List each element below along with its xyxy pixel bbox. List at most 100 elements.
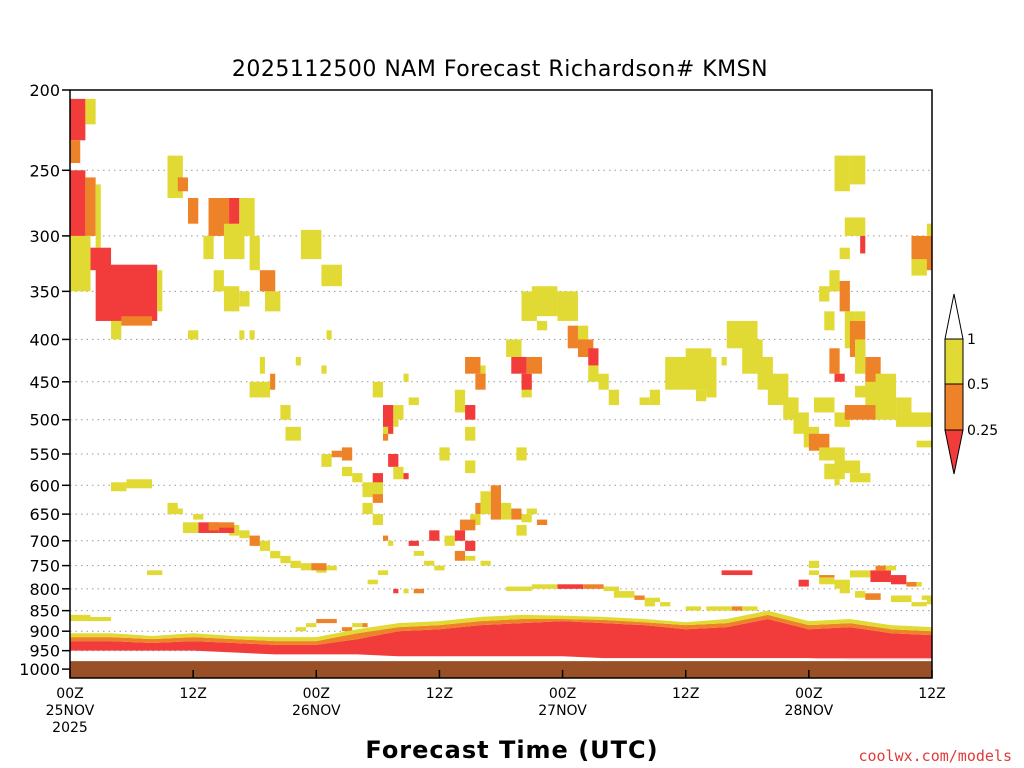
ri-cell-5 [95,184,101,248]
ri-cell-190 [588,348,599,366]
y-tick-label-200: 200 [29,81,60,100]
y-tick-label-1000: 1000 [19,660,60,679]
ri-cell-152 [855,311,866,321]
ri-cell-50 [393,466,404,480]
ri-cell-33 [249,381,271,398]
ri-cell-219 [926,597,932,605]
ri-cell-210 [885,565,897,571]
ri-cell-57 [382,535,389,541]
ri-cell-0 [70,98,86,141]
ri-cell-228 [362,623,368,628]
ri-cell-211 [819,575,835,578]
ri-cell-195 [393,405,404,420]
ri-cell-79 [465,540,476,551]
ri-cell-72 [501,502,512,520]
chart-title: 2025112500 NAM Forecast Richardson# KMSN [232,57,768,82]
ri-cell-202 [819,577,835,585]
ri-cell-114 [167,508,183,515]
ri-cell-221 [90,616,112,622]
ri-cell-154 [839,280,850,312]
ri-band-r-0 [70,619,932,661]
plot-area [70,90,932,678]
ri-cell-147 [819,447,845,461]
ri-cell-28 [249,330,255,340]
ri-cell-2 [70,140,81,164]
colorbar-legend: 1 0.5 0.25 [944,293,998,475]
ri-cell-31 [326,330,332,340]
ri-cell-97 [311,563,327,571]
ri-cell-7 [90,247,112,271]
ri-cell-66 [465,426,476,441]
ri-cell-133 [706,381,717,398]
ri-cell-223 [316,619,327,624]
ri-cell-93 [393,588,399,594]
ri-cell-137 [685,348,712,374]
ri-cell-62 [454,389,466,413]
ri-cell-227 [352,623,363,628]
ri-cell-70 [480,491,491,515]
y-tick-label-600: 600 [29,476,60,495]
ri-cell-87 [536,519,548,526]
ri-cell-102 [270,550,281,559]
ri-cell-42 [341,466,353,477]
ri-cell-207 [906,582,917,587]
ri-cell-225 [295,627,307,632]
ri-cell-193 [526,356,543,374]
x-tick-label-2-0: 00Z [303,686,330,702]
ri-cell-83 [516,447,527,461]
ri-cell-214 [855,591,866,598]
ri-cell-6 [70,235,91,292]
ri-cell-172 [819,286,830,302]
ri-cell-115 [126,479,153,489]
ri-cell-180 [506,339,522,357]
ri-cell-58 [388,540,394,546]
ri-cell-151 [834,479,840,486]
y-tick-label-750: 750 [29,557,60,576]
ri-cell-69 [470,514,481,526]
colorbar-label-2: 0.25 [967,423,998,439]
ri-cell-11 [121,316,153,326]
ri-cell-75 [459,519,476,531]
ri-cell-104 [249,535,260,546]
ri-cell-14 [188,197,199,224]
ri-cell-61 [439,447,450,461]
ri-cell-170 [926,223,932,236]
x-tick-label-6-0: 00Z [795,686,822,702]
ri-cell-84 [536,320,548,331]
x-tick-label-0-0: 00Z [56,686,83,702]
ri-cell-19 [223,223,245,260]
ri-cell-81 [465,555,476,561]
ri-cell-63 [465,356,481,374]
ri-cell-10 [157,270,163,312]
ri-cell-65 [465,405,476,420]
ri-cell-167 [860,235,866,254]
ri-cell-80 [454,550,466,561]
y-tick-label-500: 500 [29,411,60,430]
ri-cell-124 [634,595,645,600]
ri-cell-43 [352,473,363,483]
ri-cell-37 [295,356,301,366]
y-axis: 200 250 300 350 400 450 500 550 600 650 700 750 800 8… [19,81,70,679]
ri-cell-20 [249,235,260,271]
ri-cell-135 [695,389,707,402]
ri-cell-222 [306,623,317,628]
x-tick-label-3-0: 12Z [426,686,453,702]
ri-cell-176 [855,385,871,398]
ri-cell-101 [280,555,291,564]
ri-cell-220 [70,614,91,622]
ri-cell-162 [911,412,932,427]
y-tick-label-450: 450 [29,373,60,392]
ri-cell-118 [506,586,532,592]
ri-cell-198 [388,426,394,434]
ri-cell-203 [834,579,850,589]
ri-cell-1 [85,98,96,125]
ri-cell-89 [434,565,445,571]
ri-cell-40 [331,450,342,458]
ri-bands [70,610,932,661]
ri-cell-110 [182,522,199,533]
x-tick-label-0-1: 25NOV [46,703,95,719]
ri-cell-129 [706,606,732,611]
ri-cell-161 [896,397,912,427]
